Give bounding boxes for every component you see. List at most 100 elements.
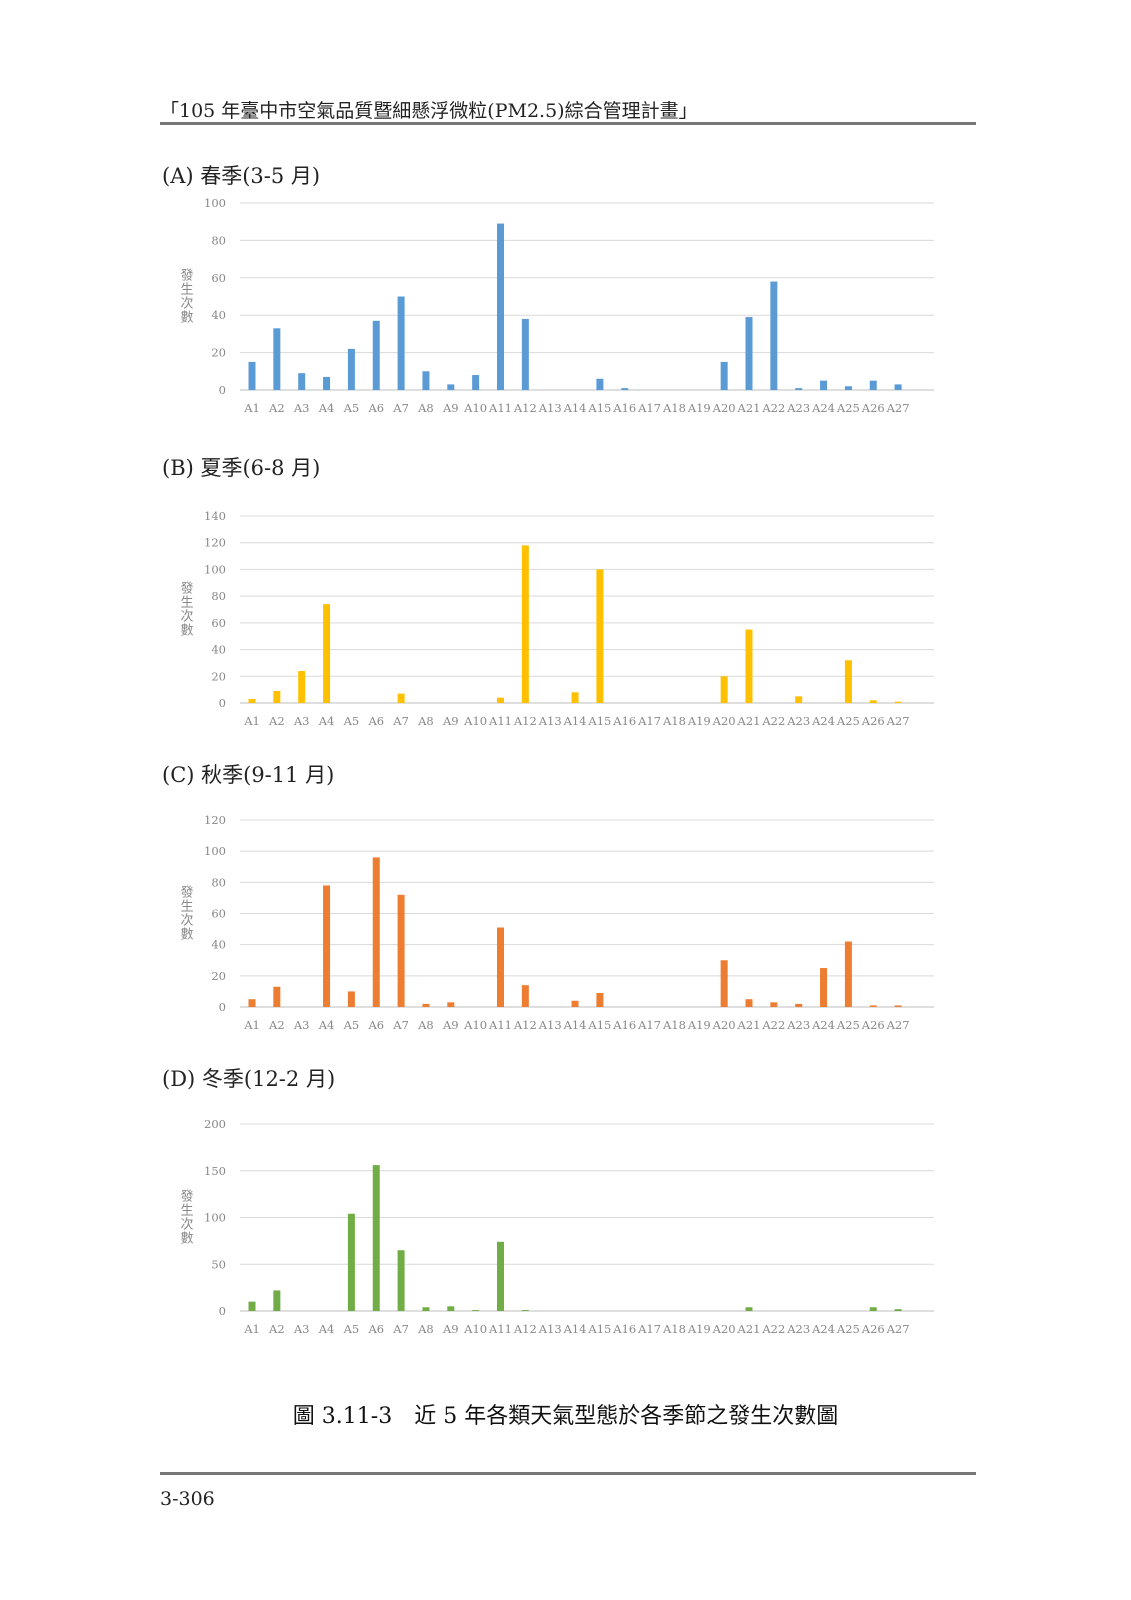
x-tick-label: A18 (662, 401, 686, 415)
y-axis-label-char: 次 (180, 296, 193, 312)
y-tick-label: 80 (211, 875, 226, 889)
bar (844, 941, 852, 1007)
bar (273, 986, 281, 1007)
bar (248, 999, 256, 1007)
bar (497, 927, 504, 1007)
y-axis-label-char: 生 (180, 1204, 193, 1219)
x-tick-label: A18 (662, 1018, 686, 1032)
x-tick-label: A20 (712, 1322, 736, 1336)
x-tick-label: A8 (417, 1322, 434, 1336)
bar (397, 296, 405, 390)
bar (447, 384, 455, 390)
x-tick-label: A5 (343, 401, 360, 415)
bar (720, 361, 728, 390)
y-tick-label: 50 (211, 1257, 226, 1271)
x-tick-label: A23 (786, 714, 810, 728)
x-tick-label: A12 (513, 1018, 537, 1032)
x-tick-label: A11 (488, 714, 512, 728)
x-tick-label: A21 (737, 1018, 761, 1032)
x-tick-label: A2 (268, 1018, 285, 1032)
x-tick-label: A4 (318, 401, 335, 415)
bar (347, 1213, 355, 1311)
x-tick-label: A3 (293, 714, 310, 728)
bar (397, 1250, 405, 1311)
y-tick-label: 60 (211, 907, 226, 921)
x-tick-label: A15 (587, 1322, 611, 1336)
x-tick-label: A22 (761, 1322, 785, 1336)
x-tick-label: A26 (861, 1322, 885, 1336)
x-tick-label: A10 (463, 1018, 487, 1032)
x-tick-label: A1 (243, 714, 260, 728)
y-tick-label: 20 (211, 969, 226, 983)
x-tick-label: A6 (367, 401, 384, 415)
x-tick-label: A7 (392, 1322, 409, 1336)
y-tick-label: 100 (204, 1211, 226, 1225)
bar (372, 1165, 380, 1311)
x-tick-label: A27 (886, 714, 910, 728)
bar (298, 373, 306, 390)
bar (745, 999, 753, 1007)
y-tick-label: 60 (211, 271, 226, 285)
x-tick-label: A6 (367, 1018, 384, 1032)
y-axis-label-char: 數 (180, 624, 193, 639)
bar (844, 386, 852, 390)
y-tick-label: 20 (211, 669, 226, 683)
bar (571, 692, 579, 703)
x-tick-label: A17 (637, 1018, 661, 1032)
y-axis-label-char: 發 (180, 269, 193, 284)
x-tick-label: A25 (836, 714, 860, 728)
bar (323, 885, 331, 1007)
x-tick-label: A21 (737, 1322, 761, 1336)
bar (298, 670, 306, 703)
x-tick-label: A15 (587, 714, 611, 728)
x-tick-label: A25 (836, 401, 860, 415)
bar (521, 318, 529, 390)
panel-title-autumn: (C) 秋季(9-11 月) (162, 763, 335, 787)
bar (596, 378, 604, 390)
x-tick-label: A9 (442, 1322, 459, 1336)
x-tick-label: A23 (786, 401, 810, 415)
bar (347, 348, 355, 390)
panel-title-spring: (A) 春季(3-5 月) (162, 164, 321, 188)
x-tick-label: A7 (392, 714, 409, 728)
x-tick-label: A10 (463, 401, 487, 415)
x-tick-label: A17 (637, 714, 661, 728)
bar (795, 696, 803, 703)
chart-winter: 0 50 100 150 200 發生次數 A1 A2 A3 A4 A5 A6 A7 A8 A9 A10 A11… (180, 1117, 934, 1336)
x-tick-label: A19 (687, 1018, 711, 1032)
x-tick-label: A4 (318, 1322, 335, 1336)
x-tick-label: A26 (861, 1018, 885, 1032)
page-number: 3-306 (160, 1488, 215, 1510)
bar (347, 991, 355, 1007)
y-tick-label: 80 (211, 589, 226, 603)
x-tick-label: A20 (712, 401, 736, 415)
x-tick-label: A13 (538, 714, 562, 728)
bar (422, 1307, 430, 1311)
x-tick-label: A17 (637, 401, 661, 415)
x-tick-label: A1 (243, 1322, 260, 1336)
x-tick-label: A14 (563, 401, 587, 415)
y-tick-label: 140 (204, 509, 226, 523)
x-tick-label: A7 (392, 401, 409, 415)
bar (397, 693, 405, 703)
x-tick-label: A4 (318, 1018, 335, 1032)
x-tick-label: A11 (488, 1322, 512, 1336)
y-tick-label: 100 (204, 844, 226, 858)
x-tick-label: A21 (737, 401, 761, 415)
y-tick-label: 80 (211, 233, 226, 247)
x-tick-label: A25 (836, 1322, 860, 1336)
bar (472, 375, 480, 390)
x-tick-label: A24 (811, 1322, 835, 1336)
bar (869, 1005, 877, 1007)
x-tick-label: A9 (442, 401, 459, 415)
y-axis-label-char: 次 (180, 913, 193, 929)
bar (372, 857, 380, 1007)
y-tick-label: 120 (204, 536, 226, 550)
bar (323, 376, 331, 390)
y-tick-label: 150 (204, 1164, 226, 1178)
chart-spring: 0 20 40 60 80 100 發生次數 A1 A2 A3 A4 A5 A6 A7 A8 A9 A10 A11… (180, 196, 934, 415)
bar (497, 223, 504, 390)
bar (844, 660, 852, 703)
y-axis-label-char: 發 (180, 886, 193, 901)
x-tick-label: A3 (293, 1018, 310, 1032)
